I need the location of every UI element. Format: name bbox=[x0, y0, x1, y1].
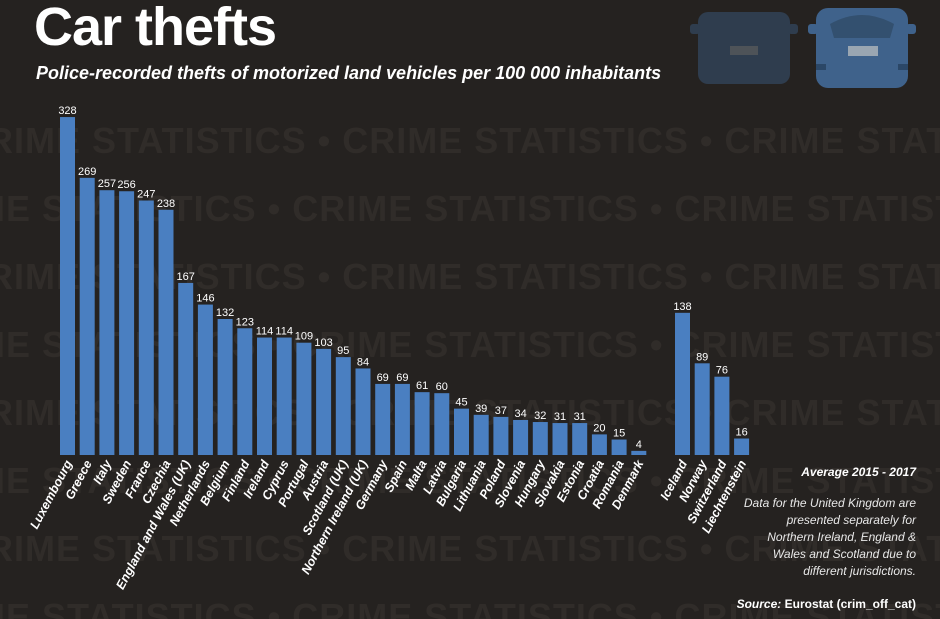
bar bbox=[734, 438, 750, 455]
bar bbox=[631, 450, 647, 455]
bar bbox=[694, 363, 710, 455]
bar bbox=[473, 414, 489, 455]
bar bbox=[316, 348, 332, 455]
bar bbox=[591, 434, 607, 455]
value-label: 269 bbox=[78, 166, 96, 178]
bar bbox=[572, 423, 588, 455]
value-label: 60 bbox=[436, 381, 448, 393]
bar bbox=[493, 416, 509, 455]
bar bbox=[257, 337, 272, 455]
value-label: 257 bbox=[98, 178, 116, 190]
watermark-line: CRIME STATISTICS • CRIME STATISTICS • CR… bbox=[0, 256, 940, 297]
source-value: Eurostat (crim_off_cat) bbox=[784, 597, 916, 611]
watermark-line: CRIME STATISTICS • CRIME STATISTICS • CR… bbox=[0, 460, 940, 501]
bar bbox=[375, 383, 391, 455]
value-label: 4 bbox=[636, 439, 642, 451]
chart-title: Car thefts bbox=[34, 0, 277, 57]
value-label: 238 bbox=[157, 198, 175, 210]
bar bbox=[276, 337, 292, 455]
watermark-line: CRIME STATISTICS • CRIME STATISTICS • CR… bbox=[0, 392, 940, 433]
bar bbox=[197, 304, 213, 455]
bar bbox=[60, 117, 75, 455]
value-label: 76 bbox=[716, 365, 728, 377]
source-label: Source: bbox=[736, 597, 782, 611]
bar bbox=[99, 190, 115, 455]
value-label: 114 bbox=[256, 326, 274, 338]
bar bbox=[611, 439, 627, 455]
value-label: 69 bbox=[396, 372, 408, 384]
value-label: 146 bbox=[196, 293, 214, 305]
bar bbox=[138, 200, 154, 455]
bar bbox=[414, 392, 430, 455]
value-label: 114 bbox=[275, 326, 293, 338]
value-label: 31 bbox=[554, 411, 566, 423]
value-label: 37 bbox=[495, 405, 507, 417]
value-label: 89 bbox=[696, 351, 708, 363]
bar bbox=[714, 376, 730, 455]
value-label: 167 bbox=[177, 271, 195, 283]
car-rear-icon bbox=[690, 12, 798, 84]
value-label: 31 bbox=[574, 411, 586, 423]
bar bbox=[178, 282, 194, 455]
watermark-line: CRIME STATISTICS • CRIME STATISTICS • CR… bbox=[0, 528, 940, 569]
bar bbox=[237, 328, 253, 455]
bar bbox=[355, 368, 371, 455]
bar bbox=[79, 177, 95, 455]
bar bbox=[454, 408, 469, 455]
bar bbox=[296, 342, 312, 455]
bar bbox=[513, 419, 529, 455]
bar bbox=[158, 209, 174, 455]
bar bbox=[119, 191, 135, 455]
bar bbox=[675, 312, 690, 455]
bar bbox=[335, 357, 351, 455]
bar bbox=[217, 319, 233, 455]
value-label: 103 bbox=[314, 337, 332, 349]
watermark-line: CRIME STATISTICS • CRIME STATISTICS • CR… bbox=[0, 596, 940, 619]
value-label: 61 bbox=[416, 380, 428, 392]
watermark-line: CRIME STATISTICS • CRIME STATISTICS • CR… bbox=[0, 120, 940, 161]
bar bbox=[552, 423, 568, 455]
value-label: 256 bbox=[117, 179, 135, 191]
value-label: 84 bbox=[357, 356, 369, 368]
cars-illustration bbox=[690, 8, 916, 88]
value-label: 16 bbox=[735, 427, 747, 439]
car-rear-icon bbox=[808, 8, 916, 88]
bar bbox=[434, 393, 450, 455]
bar bbox=[394, 383, 410, 455]
bar bbox=[532, 422, 548, 455]
value-label: 15 bbox=[613, 428, 625, 440]
source-line: Source: Eurostat (crim_off_cat) bbox=[737, 597, 916, 611]
uk-note: Data for the United Kingdom are presente… bbox=[743, 496, 916, 578]
value-label: 138 bbox=[673, 301, 691, 313]
value-label: 247 bbox=[137, 189, 155, 201]
watermark-line: CRIME STATISTICS • CRIME STATISTICS • CR… bbox=[0, 324, 940, 365]
value-label: 20 bbox=[593, 422, 605, 434]
value-label: 95 bbox=[337, 345, 349, 357]
value-label: 109 bbox=[295, 331, 313, 343]
period-label: Average 2015 - 2017 bbox=[801, 465, 916, 479]
value-label: 45 bbox=[455, 397, 467, 409]
value-label: 328 bbox=[58, 105, 76, 117]
value-label: 39 bbox=[475, 403, 487, 415]
value-label: 34 bbox=[514, 408, 526, 420]
value-label: 132 bbox=[216, 307, 234, 319]
value-label: 32 bbox=[534, 410, 546, 422]
chart-subtitle: Police-recorded thefts of motorized land… bbox=[36, 63, 662, 83]
value-label: 123 bbox=[236, 316, 254, 328]
value-label: 69 bbox=[377, 372, 389, 384]
watermark-line: CRIME STATISTICS • CRIME STATISTICS • CR… bbox=[0, 188, 940, 229]
